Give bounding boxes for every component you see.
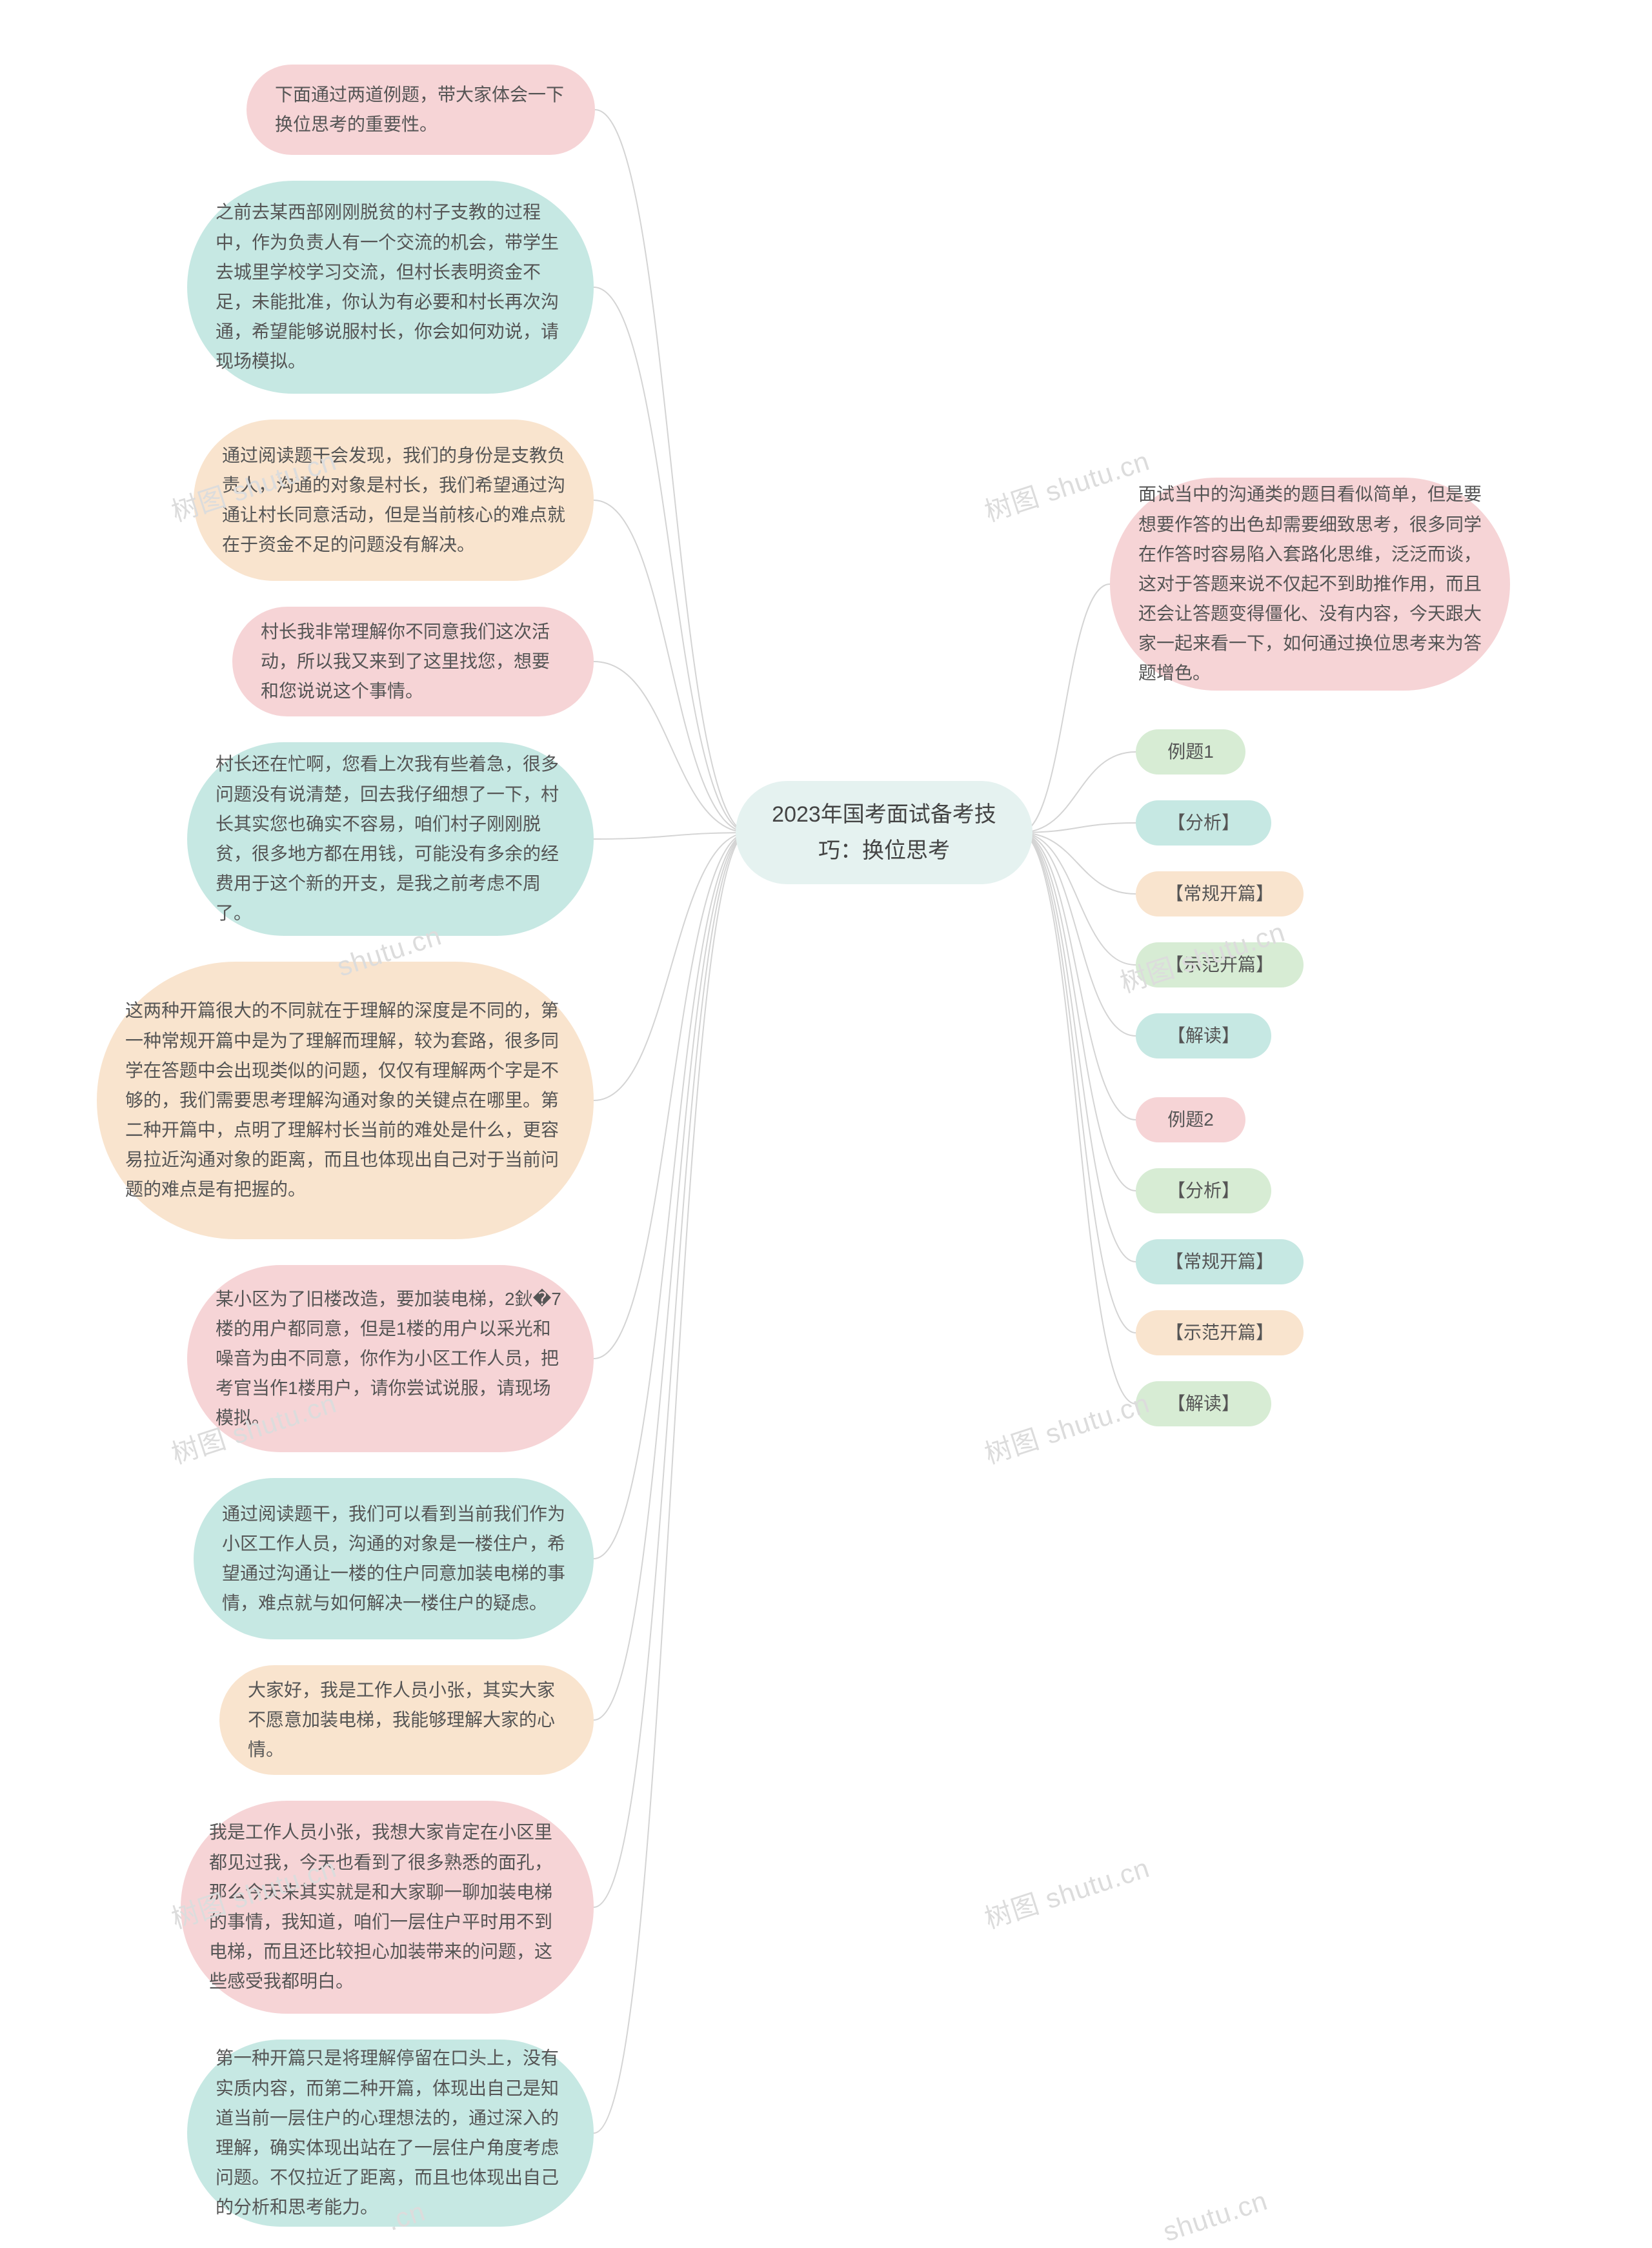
right-node-label-5: 【解读】 bbox=[1167, 1021, 1240, 1051]
left-node-label-5: 这两种开篇很大的不同就在于理解的深度是不同的，第一种常规开篇中是为了理解而理解，… bbox=[125, 996, 565, 1204]
right-node-6: 例题2 bbox=[1136, 1097, 1245, 1142]
edge bbox=[594, 833, 749, 1907]
left-node-label-2: 通过阅读题干会发现，我们的身份是支教负责人，沟通的对象是村长，我们希望通过沟通让… bbox=[222, 441, 565, 560]
right-node-label-7: 【分析】 bbox=[1167, 1176, 1240, 1206]
edge bbox=[595, 110, 749, 833]
edge bbox=[1020, 584, 1110, 833]
edge bbox=[594, 833, 749, 1720]
left-node-9: 我是工作人员小张，我想大家肯定在小区里都见过我，今天也看到了很多熟悉的面孔，那么… bbox=[181, 1801, 594, 2014]
left-node-4: 村长还在忙啊，您看上次我有些着急，很多问题没有说清楚，回去我仔细想了一下，村长其… bbox=[187, 742, 594, 936]
left-node-label-1: 之前去某西部刚刚脱贫的村子支教的过程中，作为负责人有一个交流的机会，带学生去城里… bbox=[216, 197, 565, 376]
edge bbox=[594, 287, 749, 833]
edge bbox=[1020, 833, 1136, 1191]
right-node-7: 【分析】 bbox=[1136, 1168, 1271, 1213]
left-node-5: 这两种开篇很大的不同就在于理解的深度是不同的，第一种常规开篇中是为了理解而理解，… bbox=[97, 962, 594, 1239]
right-node-4: 【示范开篇】 bbox=[1136, 942, 1304, 987]
edge bbox=[594, 833, 749, 1359]
right-node-label-1: 例题1 bbox=[1167, 737, 1214, 767]
edge bbox=[1020, 833, 1136, 1036]
right-node-1: 例题1 bbox=[1136, 729, 1245, 775]
center-node-label: 2023年国考面试备考技巧：换位思考 bbox=[764, 796, 1004, 869]
edge bbox=[1020, 833, 1136, 1333]
left-node-label-7: 通过阅读题干，我们可以看到当前我们作为小区工作人员，沟通的对象是一楼住户，希望通… bbox=[222, 1499, 565, 1619]
right-node-9: 【示范开篇】 bbox=[1136, 1310, 1304, 1355]
left-node-1: 之前去某西部刚刚脱贫的村子支教的过程中，作为负责人有一个交流的机会，带学生去城里… bbox=[187, 181, 594, 394]
edge bbox=[594, 833, 749, 839]
right-node-label-4: 【示范开篇】 bbox=[1165, 950, 1274, 980]
right-node-10: 【解读】 bbox=[1136, 1381, 1271, 1426]
watermark: 树图 shutu.cn bbox=[979, 439, 1154, 529]
left-node-7: 通过阅读题干，我们可以看到当前我们作为小区工作人员，沟通的对象是一楼住户，希望通… bbox=[194, 1478, 594, 1639]
right-node-5: 【解读】 bbox=[1136, 1013, 1271, 1058]
edge bbox=[594, 500, 749, 833]
right-node-label-8: 【常规开篇】 bbox=[1165, 1247, 1274, 1277]
left-node-3: 村长我非常理解你不同意我们这次活动，所以我又来到了这里找您，想要和您说说这个事情… bbox=[232, 607, 594, 716]
right-node-label-3: 【常规开篇】 bbox=[1165, 879, 1274, 909]
left-node-2: 通过阅读题干会发现，我们的身份是支教负责人，沟通的对象是村长，我们希望通过沟通让… bbox=[194, 420, 594, 581]
right-node-label-9: 【示范开篇】 bbox=[1165, 1318, 1274, 1348]
left-node-label-4: 村长还在忙啊，您看上次我有些着急，很多问题没有说清楚，回去我仔细想了一下，村长其… bbox=[216, 749, 565, 928]
watermark: 树图 shutu.cn bbox=[979, 1846, 1154, 1936]
left-node-label-9: 我是工作人员小张，我想大家肯定在小区里都见过我，今天也看到了很多熟悉的面孔，那么… bbox=[209, 1818, 565, 1996]
right-node-label-2: 【分析】 bbox=[1167, 808, 1240, 838]
center-node: 2023年国考面试备考技巧：换位思考 bbox=[736, 781, 1032, 884]
watermark: 树图 shutu.cn bbox=[979, 1381, 1154, 1472]
edge bbox=[1020, 833, 1136, 1404]
right-node-2: 【分析】 bbox=[1136, 800, 1271, 846]
left-node-label-3: 村长我非常理解你不同意我们这次活动，所以我又来到了这里找您，想要和您说说这个事情… bbox=[261, 617, 565, 707]
edge bbox=[594, 833, 749, 2133]
edge bbox=[594, 833, 749, 1100]
edge bbox=[1020, 833, 1136, 1120]
right-node-label-10: 【解读】 bbox=[1167, 1389, 1240, 1419]
left-node-label-10: 第一种开篇只是将理解停留在口头上，没有实质内容，而第二种开篇，体现出自己是知道当… bbox=[216, 2043, 565, 2222]
left-node-label-0: 下面通过两道例题，带大家体会一下换位思考的重要性。 bbox=[275, 80, 567, 139]
edge bbox=[1020, 833, 1136, 894]
edge bbox=[594, 833, 749, 1559]
left-node-label-6: 某小区为了旧楼改造，要加装电梯，2鈥�7楼的用户都同意，但是1楼的用户以采光和噪… bbox=[216, 1284, 565, 1433]
edge bbox=[1020, 823, 1136, 833]
left-node-10: 第一种开篇只是将理解停留在口头上，没有实质内容，而第二种开篇，体现出自己是知道当… bbox=[187, 2040, 594, 2227]
right-node-0: 面试当中的沟通类的题目看似简单，但是要想要作答的出色却需要细致思考，很多同学在作… bbox=[1110, 478, 1510, 691]
edge bbox=[1020, 833, 1136, 1262]
edge bbox=[1020, 833, 1136, 965]
left-node-8: 大家好，我是工作人员小张，其实大家不愿意加装电梯，我能够理解大家的心情。 bbox=[219, 1665, 594, 1775]
right-node-label-6: 例题2 bbox=[1167, 1105, 1214, 1135]
left-node-6: 某小区为了旧楼改造，要加装电梯，2鈥�7楼的用户都同意，但是1楼的用户以采光和噪… bbox=[187, 1265, 594, 1452]
watermark: shutu.cn bbox=[1160, 2185, 1271, 2247]
left-node-0: 下面通过两道例题，带大家体会一下换位思考的重要性。 bbox=[247, 65, 595, 155]
right-node-label-0: 面试当中的沟通类的题目看似简单，但是要想要作答的出色却需要细致思考，很多同学在作… bbox=[1138, 480, 1482, 688]
right-node-8: 【常规开篇】 bbox=[1136, 1239, 1304, 1284]
edge bbox=[594, 662, 749, 833]
left-node-label-8: 大家好，我是工作人员小张，其实大家不愿意加装电梯，我能够理解大家的心情。 bbox=[248, 1676, 565, 1765]
edge bbox=[1020, 752, 1136, 833]
right-node-3: 【常规开篇】 bbox=[1136, 871, 1304, 916]
